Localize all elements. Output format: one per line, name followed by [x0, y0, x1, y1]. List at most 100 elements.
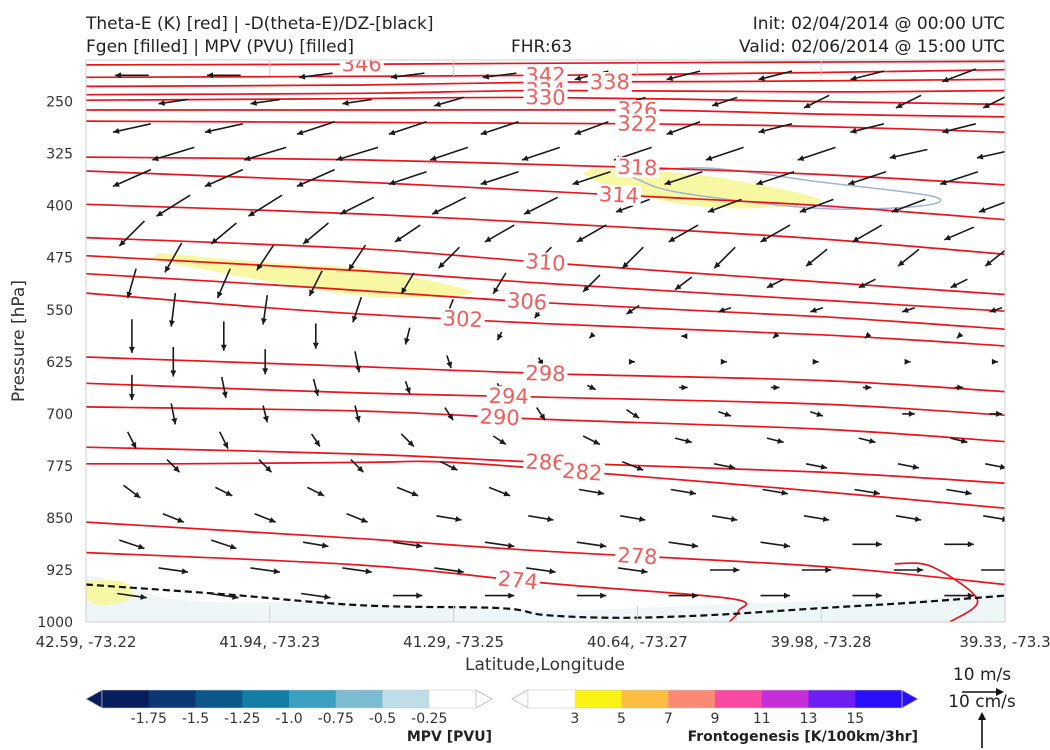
wind-arrow: [982, 96, 1005, 109]
wind-arrow: [162, 512, 185, 523]
wind-arrow: [854, 488, 880, 496]
wind-arrow: [897, 248, 920, 267]
theta-e-contour-322: [86, 120, 1005, 134]
wind-ref-vertical-arrowhead: [978, 712, 986, 720]
title-line-1: Theta-E (K) [red] | -D(theta-E)/DZ-[blac…: [86, 14, 434, 34]
wind-arrow: [335, 146, 379, 162]
wind-arrow: [123, 484, 141, 499]
theta-e-contour-unlabeled-9: [86, 203, 1005, 256]
mpv-colorbar-tick-label: -0.5: [369, 711, 396, 727]
x-tick-label: 41.94, -73.23: [219, 633, 320, 651]
y-tick-label: 925: [46, 563, 73, 579]
wind-arrow: [521, 146, 561, 161]
wind-arrow: [126, 268, 137, 299]
wind-arrow: [261, 294, 269, 325]
wind-arrow: [711, 515, 738, 522]
wind-arrow: [390, 72, 425, 80]
mpv-colorbar-swatch: [335, 690, 384, 708]
wind-arrow: [578, 488, 605, 496]
wind-arrow: [170, 403, 178, 425]
fgen-colorbar-tick-label: 7: [664, 711, 673, 727]
wind-arrow: [254, 512, 276, 523]
theta-e-label-bg: [587, 71, 632, 93]
wind-arrow: [480, 170, 519, 186]
wind-arrow: [250, 567, 281, 575]
x-axis-label: Latitude,Longitude: [465, 655, 625, 675]
mpv-colorbar-swatch: [195, 690, 243, 708]
theta-e-label-bg: [615, 113, 660, 135]
wind-arrow: [674, 276, 693, 291]
wind-arrow: [895, 94, 922, 109]
theta-e-label-290: 290: [479, 404, 520, 430]
wind-arrow: [714, 463, 736, 470]
wind-arrow: [211, 539, 237, 550]
wind-arrow: [258, 459, 273, 473]
wind-arrow: [296, 120, 335, 136]
wind-arrow: [250, 98, 281, 106]
wind-arrow: [112, 123, 151, 134]
wind-arrow: [582, 435, 601, 446]
wind-arrow: [158, 567, 189, 575]
mpv-colorbar-swatch: [148, 690, 197, 708]
wind-arrow: [218, 431, 229, 449]
theta-e-label-bg: [522, 251, 569, 275]
y-tick-label: 850: [46, 511, 73, 527]
wind-arrow: [243, 146, 287, 162]
wind-arrow: [492, 435, 507, 446]
wind-arrow: [300, 592, 331, 600]
stability-contour: [86, 583, 1005, 619]
mpv-colorbar-tick-label: -0.75: [318, 711, 354, 727]
y-tick-label: 250: [46, 95, 73, 111]
wind-reference-key: 10 m/s 10 cm/s: [948, 665, 1016, 748]
theta-e-contour-318: [86, 156, 1005, 186]
wind-arrow: [152, 146, 195, 162]
wind-arrow: [681, 333, 688, 340]
mpv-colorbar-swatch: [382, 690, 430, 708]
wind-arrow: [771, 384, 780, 391]
wind-arrow: [978, 201, 1005, 213]
wind-arrow: [803, 515, 830, 522]
y-tick-label: 550: [46, 303, 73, 319]
fgen-colorbar: 3 5 7 9 11 13 15: [511, 689, 919, 727]
theta-e-label-346: 346: [342, 52, 382, 76]
wind-arrow: [312, 378, 320, 397]
y-tick-label: 400: [46, 199, 73, 215]
theta-e-label-bg: [559, 460, 605, 484]
wind-arrow: [528, 515, 554, 522]
wind-arrow: [262, 405, 269, 423]
y-tick-label: 775: [46, 459, 73, 475]
wind-arrow: [710, 567, 740, 573]
wind-arrow: [713, 246, 736, 269]
wind-arrow: [128, 319, 135, 353]
wind-arrow: [156, 194, 191, 217]
theta-e-contour-326: [86, 108, 1005, 118]
wind-arrow: [705, 146, 744, 161]
wind-arrow: [118, 220, 146, 247]
wind-arrow: [216, 268, 231, 299]
wind-arrow: [446, 355, 453, 369]
wind-arrow: [215, 486, 233, 497]
wind-arrow: [711, 96, 738, 107]
wind-arrow: [805, 248, 828, 267]
fgen-colorbar-tick-label: 3: [570, 711, 579, 727]
wind-arrow: [707, 198, 742, 213]
theta-e-label-310: 310: [525, 249, 567, 276]
title-line-2: Fgen [filled] | MPV (PVU) [filled]: [86, 37, 355, 57]
wind-arrow: [766, 437, 784, 444]
wind-arrow: [622, 460, 644, 471]
fgen-colorbar-swatch: [808, 690, 856, 708]
wind-arrow: [852, 592, 882, 599]
wind-arrow: [985, 463, 1005, 470]
mpv-colorbar: -1.75 -1.5 -1.25 -1.0 -0.75 -0.5 -0.25: [85, 689, 493, 727]
wind-arrow: [488, 486, 511, 497]
y-tick-label: 700: [46, 407, 73, 423]
valid-time: Valid: 02/06/2014 @ 15:00 UTC: [739, 37, 1005, 57]
wind-arrow: [586, 384, 597, 391]
wind-arrow: [400, 272, 415, 295]
fgen-colorbar-swatch: [574, 690, 623, 708]
wind-arrow: [895, 515, 922, 522]
wind-arrow: [858, 278, 876, 289]
fgen-colorbar-tick-label: 11: [753, 711, 771, 727]
theta-e-label-bg: [523, 87, 568, 108]
wind-arrow: [204, 168, 244, 188]
